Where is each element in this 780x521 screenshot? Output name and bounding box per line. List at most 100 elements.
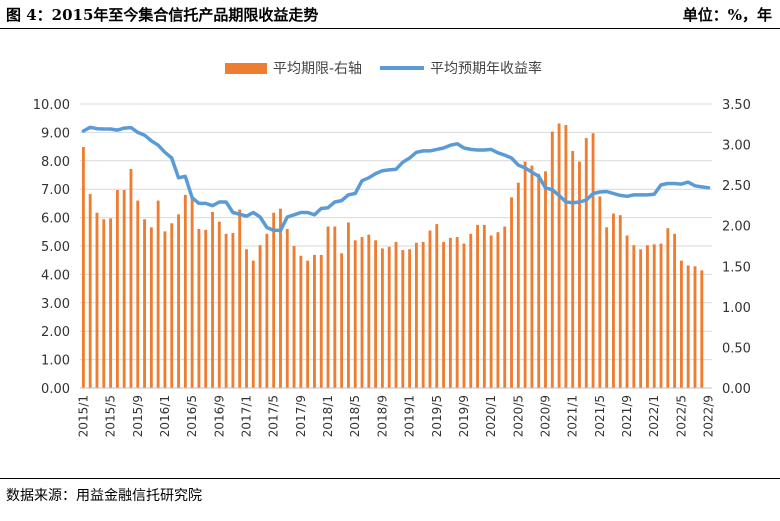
top-rule (0, 28, 780, 29)
duration-bar (605, 227, 609, 388)
duration-bar (679, 260, 683, 388)
duration-bar (625, 235, 629, 388)
source-note: 数据来源：用益金融信托研究院 (6, 488, 202, 504)
duration-bar (102, 219, 106, 388)
duration-bar (544, 171, 547, 388)
duration-bar (88, 194, 92, 388)
x-axis-tick-label: 2017/9 (294, 395, 308, 437)
x-axis-tick-label: 2018/9 (375, 395, 389, 437)
duration-bar (489, 235, 493, 388)
duration-bar (639, 249, 643, 388)
left-axis-tick-label: 3.00 (41, 297, 70, 312)
x-axis-tick-label: 2020/9 (539, 395, 553, 437)
duration-bar (646, 245, 649, 388)
duration-bar (394, 241, 398, 388)
duration-bar (258, 245, 262, 388)
combo-chart: 0.00 1.00 2.00 3.00 4.00 5.00 6.00 7.00 8.00 9.00… (33, 98, 751, 437)
duration-bar (149, 227, 153, 388)
duration-bar (190, 196, 194, 388)
duration-bar (163, 231, 167, 388)
duration-bar (401, 250, 405, 388)
duration-bar (496, 232, 500, 388)
duration-bar (347, 222, 350, 388)
duration-bar (156, 200, 160, 388)
legend-line-label: 平均预期年收益率 (430, 61, 543, 77)
duration-bar (578, 161, 581, 388)
duration-bar (557, 123, 561, 388)
duration-bar (136, 200, 140, 388)
duration-bar (251, 260, 255, 388)
duration-bar (428, 230, 432, 388)
duration-bar (313, 254, 316, 388)
duration-bar (95, 212, 99, 388)
duration-bar (537, 173, 541, 388)
left-axis-tick-label: 9.00 (41, 126, 70, 141)
duration-bar (673, 233, 677, 388)
duration-bar (462, 243, 466, 388)
duration-bar (224, 233, 228, 388)
duration-bar (448, 237, 452, 388)
left-axis-tick-label: 7.00 (41, 183, 70, 198)
left-axis-tick-label: 0.00 (41, 382, 70, 397)
duration-bar (285, 228, 289, 388)
x-axis-tick-label: 2022/9 (702, 395, 716, 437)
duration-bar (306, 260, 310, 388)
right-axis-tick-label: 1.00 (722, 301, 751, 316)
duration-bar (292, 246, 296, 388)
duration-bar (380, 248, 384, 388)
duration-bar (530, 165, 534, 388)
x-axis-tick-label: 2022/1 (647, 395, 661, 437)
duration-bar (279, 208, 282, 388)
duration-bar (367, 234, 371, 388)
duration-bar (299, 255, 303, 388)
duration-bar (482, 224, 486, 388)
x-axis-tick-label: 2019/1 (403, 395, 417, 437)
duration-bar (333, 226, 337, 388)
duration-bar (340, 253, 344, 388)
x-axis-tick-label: 2017/5 (267, 395, 281, 437)
duration-bar (414, 242, 418, 388)
duration-bar (632, 245, 636, 388)
duration-bar (550, 131, 554, 389)
x-axis-tick-label: 2021/9 (620, 395, 634, 437)
x-axis-tick-label: 2015/1 (76, 395, 90, 437)
duration-bar (231, 233, 235, 388)
duration-bar (115, 190, 119, 388)
duration-bar (510, 197, 513, 388)
duration-bar (618, 215, 622, 388)
duration-bar (245, 249, 248, 388)
legend-bar-swatch (225, 62, 267, 74)
duration-bar (387, 246, 391, 388)
bottom-rule (0, 478, 780, 479)
right-axis-tick-label: 2.00 (722, 220, 751, 235)
x-axis-tick-label: 2019/9 (457, 395, 471, 437)
duration-bar (469, 233, 473, 388)
duration-bar (584, 138, 588, 388)
duration-bar (122, 190, 126, 388)
x-axis-tick-label: 2016/1 (158, 395, 172, 437)
duration-bar (374, 240, 378, 388)
right-axis-tick-label: 0.50 (722, 341, 751, 356)
duration-bar (353, 240, 357, 388)
x-axis-tick-label: 2016/5 (185, 395, 199, 437)
duration-bar (435, 224, 439, 388)
duration-bar (109, 218, 113, 388)
duration-bar (211, 211, 214, 388)
right-axis-tick-label: 2.50 (722, 179, 751, 194)
duration-bar (659, 243, 663, 388)
right-axis-tick-label: 0.00 (722, 382, 751, 397)
duration-bar (564, 125, 568, 389)
x-axis-tick-label: 2020/5 (511, 395, 525, 437)
left-axis-tick-label: 5.00 (41, 240, 70, 255)
duration-bar (652, 244, 656, 388)
x-axis-tick-label: 2016/9 (212, 395, 226, 437)
x-axis-tick-label: 2021/5 (593, 395, 607, 437)
left-axis-tick-label: 4.00 (41, 268, 70, 283)
right-axis-tick-label: 3.00 (722, 139, 751, 154)
legend-bar-label: 平均期限-右轴 (273, 61, 363, 77)
duration-bar (612, 213, 615, 388)
duration-bar (217, 221, 221, 388)
right-axis-tick-label: 3.50 (722, 98, 751, 113)
left-axis-tick-label: 1.00 (41, 354, 70, 369)
left-axis-tick-label: 8.00 (41, 155, 70, 170)
